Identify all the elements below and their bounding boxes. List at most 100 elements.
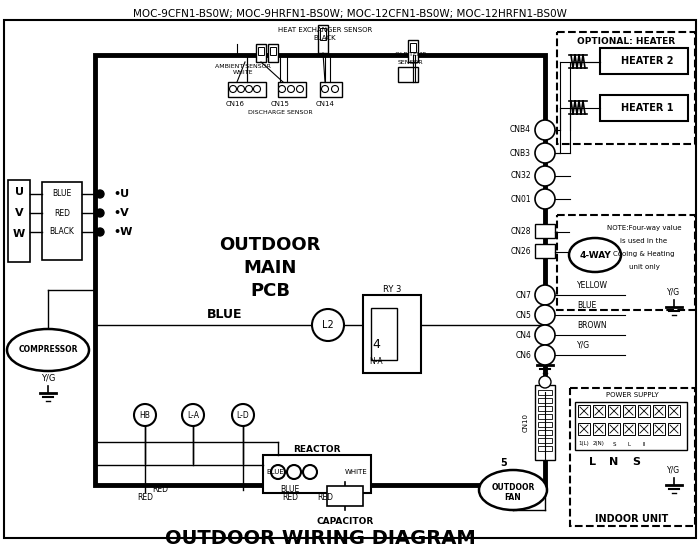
Text: FAN: FAN: [505, 493, 522, 503]
Text: CN15: CN15: [271, 101, 289, 107]
Bar: [42, 182, 82, 260]
Bar: [557, 215, 695, 310]
Text: HEATER 1: HEATER 1: [621, 103, 673, 113]
Circle shape: [321, 85, 328, 93]
Text: CN7: CN7: [515, 291, 531, 300]
Circle shape: [535, 143, 555, 163]
Bar: [318, 25, 328, 53]
Ellipse shape: [479, 470, 547, 510]
Bar: [538, 422, 552, 427]
Circle shape: [535, 345, 555, 365]
Text: 1(L): 1(L): [579, 441, 589, 446]
Text: BLUE: BLUE: [577, 301, 596, 310]
Circle shape: [237, 85, 244, 93]
Bar: [95, 55, 545, 485]
Bar: [575, 402, 687, 450]
Text: HB: HB: [139, 411, 150, 420]
Text: Y/G: Y/G: [577, 340, 590, 349]
Bar: [608, 405, 620, 417]
Bar: [538, 446, 552, 451]
Bar: [600, 95, 688, 121]
Text: BROWN: BROWN: [577, 320, 607, 330]
Bar: [320, 28, 326, 40]
Circle shape: [96, 190, 104, 198]
Text: BLUE: BLUE: [266, 469, 284, 475]
Bar: [538, 406, 552, 411]
Text: YELLOW: YELLOW: [577, 281, 608, 290]
Text: CAPACITOR: CAPACITOR: [316, 517, 374, 526]
Text: SENSOR: SENSOR: [397, 60, 423, 65]
Bar: [535, 244, 555, 258]
Text: 5: 5: [500, 458, 508, 468]
Text: CN10: CN10: [523, 412, 529, 431]
Ellipse shape: [7, 329, 89, 371]
Bar: [557, 32, 695, 144]
Text: Y/G: Y/G: [667, 287, 680, 296]
Text: INDOOR UNIT: INDOOR UNIT: [596, 514, 668, 524]
Circle shape: [535, 305, 555, 325]
Text: 4-WAY: 4-WAY: [579, 251, 611, 259]
Bar: [535, 385, 555, 460]
Text: L: L: [627, 441, 631, 446]
Circle shape: [134, 404, 156, 426]
Text: DISCHARGE SENSOR: DISCHARGE SENSOR: [248, 110, 312, 116]
Text: •W: •W: [113, 227, 132, 237]
Ellipse shape: [569, 238, 621, 272]
Bar: [268, 44, 278, 62]
Bar: [535, 224, 555, 238]
Bar: [538, 390, 552, 395]
Text: RED: RED: [282, 493, 298, 503]
Text: L-D: L-D: [237, 411, 249, 420]
Circle shape: [332, 85, 339, 93]
Text: V: V: [15, 208, 23, 218]
Text: •V: •V: [113, 208, 129, 218]
Bar: [570, 388, 695, 526]
Bar: [398, 67, 418, 82]
Text: COMPRESSOR: COMPRESSOR: [18, 345, 78, 354]
Bar: [363, 295, 421, 373]
Text: BLUE: BLUE: [207, 309, 243, 321]
Text: BLUE: BLUE: [52, 190, 71, 199]
Text: AMBIENT SENSOR: AMBIENT SENSOR: [215, 64, 271, 69]
Text: L2: L2: [322, 320, 334, 330]
Bar: [538, 430, 552, 435]
Circle shape: [539, 376, 551, 388]
Circle shape: [287, 465, 301, 479]
Text: CN32: CN32: [510, 171, 531, 180]
Text: S: S: [632, 457, 640, 467]
Circle shape: [279, 85, 286, 93]
Text: BLACK: BLACK: [50, 228, 74, 237]
Text: REACTOR: REACTOR: [293, 445, 341, 454]
Text: MOC-9CFN1-BS0W; MOC-9HRFN1-BS0W; MOC-12CFN1-BS0W; MOC-12HRFN1-BS0W: MOC-9CFN1-BS0W; MOC-9HRFN1-BS0W; MOC-12C…: [133, 9, 567, 19]
Bar: [578, 405, 590, 417]
Bar: [8, 180, 30, 262]
Text: is used in the: is used in the: [620, 238, 668, 244]
Circle shape: [288, 85, 295, 93]
Bar: [638, 405, 650, 417]
Text: CNB3: CNB3: [510, 148, 531, 157]
Text: CN5: CN5: [515, 310, 531, 320]
Text: HEATER 2: HEATER 2: [621, 56, 673, 66]
Circle shape: [312, 309, 344, 341]
Circle shape: [535, 189, 555, 209]
Bar: [638, 423, 650, 435]
Text: MAIN: MAIN: [244, 259, 297, 277]
Circle shape: [230, 85, 237, 93]
Bar: [320, 82, 342, 97]
Text: L-A: L-A: [187, 411, 199, 420]
Bar: [228, 82, 266, 97]
Text: RY 3: RY 3: [383, 285, 401, 294]
Bar: [538, 398, 552, 403]
Text: N: N: [610, 457, 619, 467]
Text: CN26: CN26: [510, 248, 531, 257]
Text: W: W: [13, 229, 25, 239]
Text: WHITE: WHITE: [345, 469, 368, 475]
Circle shape: [271, 465, 285, 479]
Text: NOTE:Four-way value: NOTE:Four-way value: [607, 225, 681, 231]
Circle shape: [96, 228, 104, 236]
Text: PCB: PCB: [250, 282, 290, 300]
Text: CN4: CN4: [515, 330, 531, 339]
Text: CN01: CN01: [510, 195, 531, 204]
Text: CN6: CN6: [515, 350, 531, 359]
Text: 2(N): 2(N): [593, 441, 605, 446]
